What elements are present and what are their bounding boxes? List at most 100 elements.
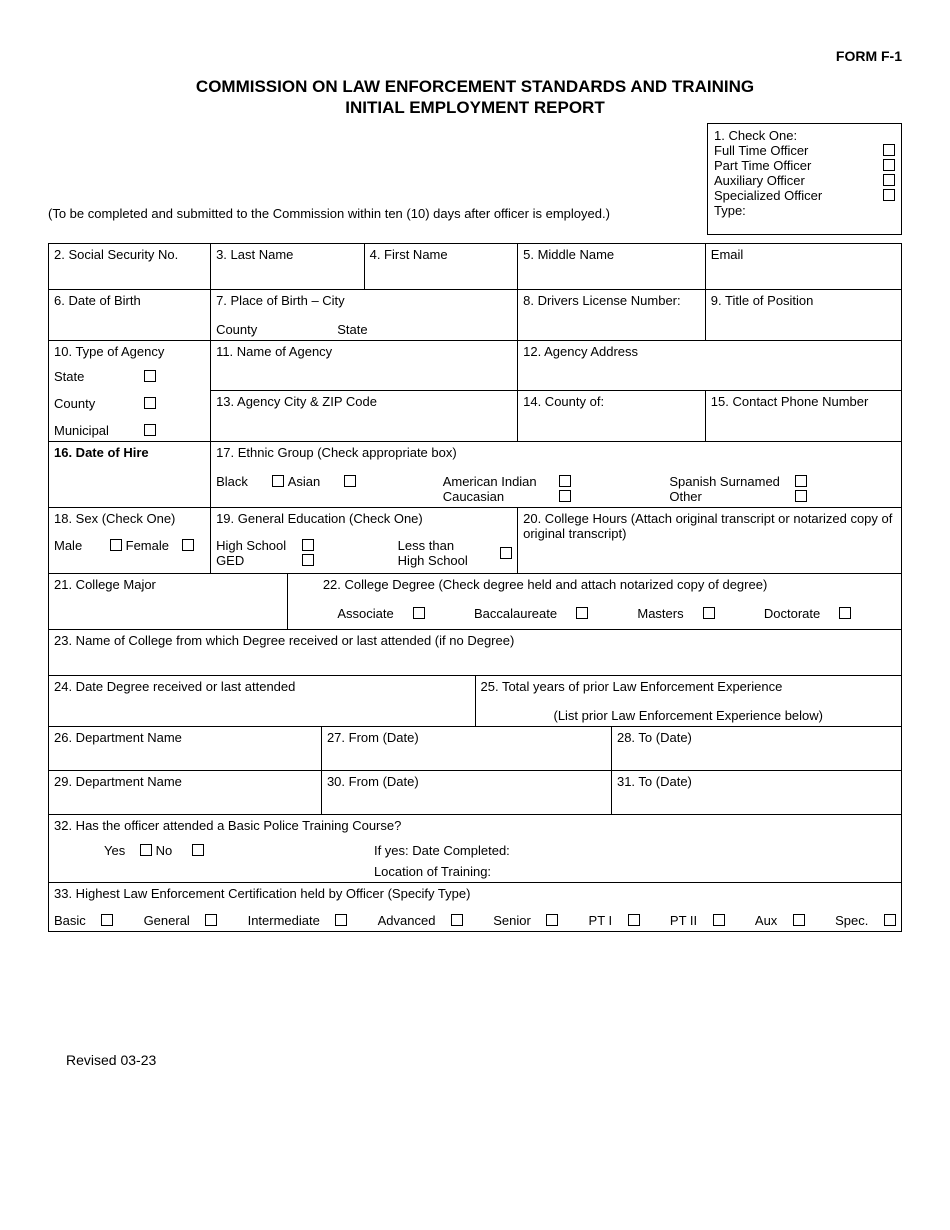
checkbox-aux[interactable] [793,914,805,926]
field-26-dept[interactable]: 26. Department Name [49,726,322,770]
checkbox-intermediate[interactable] [335,914,347,926]
checkbox-pt2[interactable] [713,914,725,926]
field-20-college-hours[interactable]: 20. College Hours (Attach original trans… [518,507,902,573]
label-17-black: Black [216,474,266,489]
field-14-county-of[interactable]: 14. County of: [518,391,706,442]
checkbox-female[interactable] [182,539,194,551]
label-26: 26. Department Name [54,730,316,745]
label-22-bacc: Baccalaureate [474,606,557,621]
opt-full-time: Full Time Officer [714,143,895,158]
field-2-ssn[interactable]: 2. Social Security No. [49,243,211,289]
label-33-general: General [144,913,190,928]
label-22-masters: Masters [637,606,683,621]
field-24-degree-date[interactable]: 24. Date Degree received or last attende… [49,675,476,726]
checkbox-cauc[interactable] [559,490,571,502]
checkbox-less[interactable] [500,547,512,559]
box1-header: 1. Check One: [714,128,895,143]
checkbox-pt1[interactable] [628,914,640,926]
checkbox-spec[interactable] [884,914,896,926]
field-30-from[interactable]: 30. From (Date) [321,770,611,814]
field-9-title[interactable]: 9. Title of Position [705,289,901,340]
checkbox-state[interactable] [144,370,156,382]
field-10-agency-type: 10. Type of Agency State County Municipa… [49,340,211,441]
label-15: 15. Contact Phone Number [711,394,896,409]
checkbox-county[interactable] [144,397,156,409]
field-3-last-name[interactable]: 3. Last Name [211,243,365,289]
checkbox-hs[interactable] [302,539,314,551]
field-29-dept[interactable]: 29. Department Name [49,770,322,814]
label-7-county: County [216,322,257,337]
field-5-middle-name[interactable]: 5. Middle Name [518,243,706,289]
checkbox-basic[interactable] [101,914,113,926]
label-17-span: Spanish Surnamed [669,474,789,489]
checkbox-ged[interactable] [302,554,314,566]
checkbox-advanced[interactable] [451,914,463,926]
checkbox-span[interactable] [795,475,807,487]
field-23-college-name[interactable]: 23. Name of College from which Degree re… [49,629,902,675]
label-10-state: State [54,369,114,384]
label-11: 11. Name of Agency [216,344,512,359]
checkbox-amind[interactable] [559,475,571,487]
label-22-doct: Doctorate [764,606,820,621]
label-5: 5. Middle Name [523,247,700,262]
field-6-dob[interactable]: 6. Date of Birth [49,289,211,340]
checkbox-specialized[interactable] [883,189,895,201]
checkbox-masters[interactable] [703,607,715,619]
label-32-loc: Location of Training: [374,864,510,879]
field-21-major[interactable]: 21. College Major [49,573,288,629]
header-row: (To be completed and submitted to the Co… [48,123,902,235]
field-27-from[interactable]: 27. From (Date) [321,726,611,770]
field-28-to[interactable]: 28. To (Date) [611,726,901,770]
checkbox-part-time[interactable] [883,159,895,171]
checkbox-municipal[interactable] [144,424,156,436]
field-16-hire-date[interactable]: 16. Date of Hire [49,441,211,507]
opt-part-time-label: Part Time Officer [714,158,811,173]
field-31-to[interactable]: 31. To (Date) [611,770,901,814]
field-7-pob[interactable]: 7. Place of Birth – City County State [211,289,518,340]
label-32-if: If yes: Date Completed: [374,843,510,858]
checkbox-doct[interactable] [839,607,851,619]
checkbox-yes[interactable] [140,844,152,856]
checkbox-general[interactable] [205,914,217,926]
label-21: 21. College Major [54,577,282,592]
title: COMMISSION ON LAW ENFORCEMENT STANDARDS … [48,76,902,119]
checkbox-assoc[interactable] [413,607,425,619]
label-19: 19. General Education (Check One) [216,511,512,526]
label-4: 4. First Name [370,247,513,262]
field-13-city-zip[interactable]: 13. Agency City & ZIP Code [211,391,518,442]
checkbox-black[interactable] [272,475,284,487]
label-18-female: Female [126,538,176,553]
label-7: 7. Place of Birth – City [216,293,512,308]
label-22-assoc: Associate [337,606,393,621]
label-29: 29. Department Name [54,774,316,789]
title-line-1: COMMISSION ON LAW ENFORCEMENT STANDARDS … [48,76,902,97]
field-email[interactable]: Email [705,243,901,289]
label-22: 22. College Degree (Check degree held an… [293,577,896,592]
label-17: 17. Ethnic Group (Check appropriate box) [216,445,896,460]
label-10: 10. Type of Agency [54,344,205,359]
checkbox-no[interactable] [192,844,204,856]
field-12-agency-address[interactable]: 12. Agency Address [518,340,902,391]
box1-type: Type: [714,203,895,218]
field-25-experience[interactable]: 25. Total years of prior Law Enforcement… [475,675,902,726]
checkbox-asian[interactable] [344,475,356,487]
checkbox-auxiliary[interactable] [883,174,895,186]
field-4-first-name[interactable]: 4. First Name [364,243,518,289]
label-14: 14. County of: [523,394,700,409]
label-25: 25. Total years of prior Law Enforcement… [481,679,897,694]
checkbox-male[interactable] [110,539,122,551]
label-33-advanced: Advanced [378,913,436,928]
checkbox-senior[interactable] [546,914,558,926]
checkbox-bacc[interactable] [576,607,588,619]
field-8-dl[interactable]: 8. Drivers License Number: [518,289,706,340]
label-32-no: No [156,843,186,858]
label-17-amind: American Indian [443,474,553,489]
form-table-2: 21. College Major 22. College Degree (Ch… [48,573,902,630]
label-33-pt1: PT I [589,913,613,928]
page: FORM F-1 COMMISSION ON LAW ENFORCEMENT S… [0,0,950,1098]
checkbox-other[interactable] [795,490,807,502]
field-15-phone[interactable]: 15. Contact Phone Number [705,391,901,442]
field-11-agency-name[interactable]: 11. Name of Agency [211,340,518,391]
label-18: 18. Sex (Check One) [54,511,205,526]
checkbox-full-time[interactable] [883,144,895,156]
